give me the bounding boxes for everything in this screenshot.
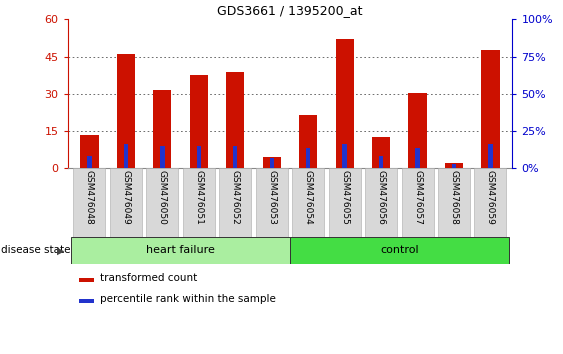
Text: GSM476056: GSM476056 [377,170,386,225]
Text: transformed count: transformed count [100,273,197,283]
Text: control: control [380,245,419,256]
Bar [262,157,281,168]
Text: disease state: disease state [1,245,70,256]
Bar [290,237,509,264]
FancyBboxPatch shape [292,168,324,237]
Text: GSM476048: GSM476048 [85,170,94,225]
Title: GDS3661 / 1395200_at: GDS3661 / 1395200_at [217,4,363,17]
Bar [299,115,318,168]
FancyBboxPatch shape [329,168,361,237]
Text: GSM476055: GSM476055 [340,170,349,225]
Bar [79,278,94,281]
Bar [233,146,238,168]
Text: GSM476058: GSM476058 [449,170,458,225]
Bar [153,90,172,168]
FancyBboxPatch shape [219,168,251,237]
Text: GSM476051: GSM476051 [194,170,203,225]
Text: GSM476053: GSM476053 [267,170,276,225]
Text: GSM476054: GSM476054 [303,170,312,225]
Bar [306,148,310,168]
Bar [71,237,290,264]
Text: GSM476052: GSM476052 [231,170,240,225]
Bar [124,144,128,168]
Bar [79,299,94,303]
FancyBboxPatch shape [365,168,397,237]
FancyBboxPatch shape [438,168,470,237]
Bar [342,144,347,168]
Bar [372,137,390,168]
FancyBboxPatch shape [73,168,105,237]
Bar [481,50,499,168]
Bar [408,92,427,168]
Bar [81,135,99,168]
FancyBboxPatch shape [183,168,215,237]
Text: GSM476059: GSM476059 [486,170,495,225]
FancyBboxPatch shape [110,168,142,237]
Text: GSM476057: GSM476057 [413,170,422,225]
FancyBboxPatch shape [146,168,178,237]
Bar [445,163,463,168]
Bar [160,146,164,168]
FancyBboxPatch shape [256,168,288,237]
Bar [190,75,208,168]
Text: GSM476049: GSM476049 [122,170,131,225]
Text: percentile rank within the sample: percentile rank within the sample [100,294,275,304]
Bar [415,148,420,168]
Bar [452,164,456,168]
FancyBboxPatch shape [475,168,507,237]
Bar [379,156,383,168]
Text: heart failure: heart failure [146,245,215,256]
Bar [336,39,354,168]
Bar [87,156,92,168]
Bar [488,144,493,168]
Bar [196,146,201,168]
Text: ▶: ▶ [57,245,65,256]
Bar [117,54,135,168]
Bar [226,72,244,168]
FancyBboxPatch shape [401,168,434,237]
Text: GSM476050: GSM476050 [158,170,167,225]
Bar [270,158,274,168]
